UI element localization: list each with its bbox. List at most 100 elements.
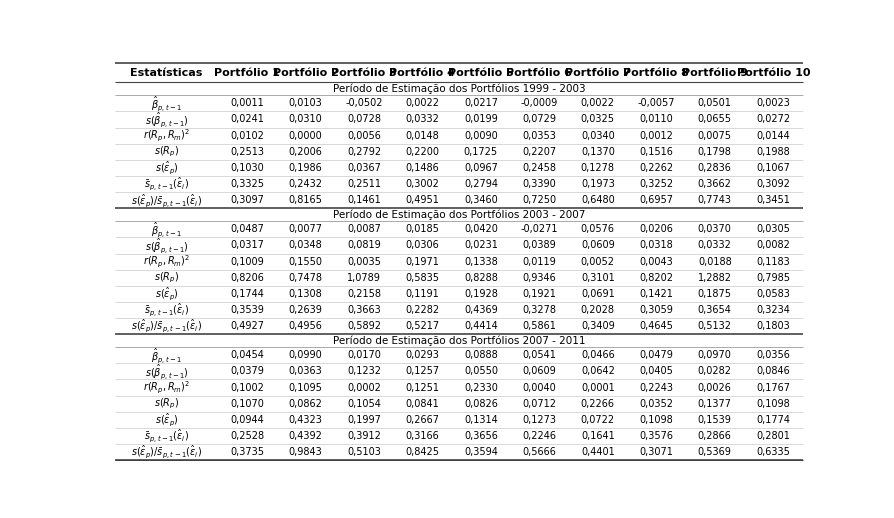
Text: 0,0466: 0,0466 bbox=[581, 350, 615, 360]
Text: 0,2243: 0,2243 bbox=[639, 383, 673, 393]
Text: 0,3092: 0,3092 bbox=[756, 179, 790, 189]
Text: 0,0340: 0,0340 bbox=[581, 131, 615, 140]
Text: 0,2866: 0,2866 bbox=[698, 431, 732, 441]
Text: 0,1774: 0,1774 bbox=[756, 415, 790, 425]
Text: Portfólio 4: Portfólio 4 bbox=[390, 68, 455, 78]
Text: 0,6957: 0,6957 bbox=[639, 195, 673, 205]
Text: $\hat{\beta}_{p,t-1}$: $\hat{\beta}_{p,t-1}$ bbox=[151, 94, 181, 112]
Text: 0,1997: 0,1997 bbox=[347, 415, 381, 425]
Text: 0,1338: 0,1338 bbox=[464, 256, 498, 267]
Text: 0,0056: 0,0056 bbox=[347, 131, 381, 140]
Text: 0,0110: 0,0110 bbox=[639, 114, 673, 124]
Text: 0,0841: 0,0841 bbox=[406, 399, 439, 409]
Text: 0,0282: 0,0282 bbox=[698, 366, 732, 377]
Text: Portfólio 6: Portfólio 6 bbox=[506, 68, 572, 78]
Text: 0,4956: 0,4956 bbox=[289, 321, 323, 331]
Text: $s(\hat{\beta}_{p,t-1})$: $s(\hat{\beta}_{p,t-1})$ bbox=[145, 236, 189, 255]
Text: 0,0389: 0,0389 bbox=[522, 240, 556, 250]
Text: 0,2262: 0,2262 bbox=[639, 163, 673, 173]
Text: Período de Estimação dos Portfólios 2003 - 2007: Período de Estimação dos Portfólios 2003… bbox=[333, 209, 585, 220]
Text: $s(\hat{\beta}_{p,t-1})$: $s(\hat{\beta}_{p,t-1})$ bbox=[145, 110, 189, 129]
Text: Portfólio 5: Portfólio 5 bbox=[448, 68, 514, 78]
Text: Portfólio 2: Portfólio 2 bbox=[273, 68, 339, 78]
Text: 0,4323: 0,4323 bbox=[289, 415, 323, 425]
Text: 0,1486: 0,1486 bbox=[406, 163, 439, 173]
Text: $s(R_p)$: $s(R_p)$ bbox=[154, 145, 179, 159]
Text: 0,2006: 0,2006 bbox=[289, 147, 323, 157]
Text: 0,1098: 0,1098 bbox=[639, 415, 673, 425]
Text: 0,2282: 0,2282 bbox=[405, 305, 440, 315]
Text: Portfólio 1: Portfólio 1 bbox=[214, 68, 280, 78]
Text: $s(\hat{\varepsilon}_p)/\bar{s}_{p,t-1}(\hat{\varepsilon}_i)$: $s(\hat{\varepsilon}_p)/\bar{s}_{p,t-1}(… bbox=[131, 192, 202, 209]
Text: 0,0148: 0,0148 bbox=[406, 131, 439, 140]
Text: 0,3097: 0,3097 bbox=[230, 195, 264, 205]
Text: 0,1973: 0,1973 bbox=[581, 179, 615, 189]
Text: 0,0862: 0,0862 bbox=[289, 399, 323, 409]
Text: 0,1461: 0,1461 bbox=[347, 195, 381, 205]
Text: 0,2028: 0,2028 bbox=[581, 305, 615, 315]
Text: 0,0077: 0,0077 bbox=[289, 224, 323, 234]
Text: 0,5892: 0,5892 bbox=[347, 321, 381, 331]
Text: Portfólio 10: Portfólio 10 bbox=[737, 68, 810, 78]
Text: 0,0967: 0,0967 bbox=[464, 163, 498, 173]
Text: 0,1191: 0,1191 bbox=[406, 289, 439, 299]
Text: 0,3735: 0,3735 bbox=[230, 447, 264, 457]
Text: 0,3912: 0,3912 bbox=[347, 431, 381, 441]
Text: 0,0356: 0,0356 bbox=[756, 350, 790, 360]
Text: $s(\hat{\varepsilon}_p)$: $s(\hat{\varepsilon}_p)$ bbox=[155, 285, 179, 302]
Text: 0,0609: 0,0609 bbox=[522, 366, 556, 377]
Text: 0,0729: 0,0729 bbox=[522, 114, 556, 124]
Text: 0,3654: 0,3654 bbox=[698, 305, 732, 315]
Text: 0,1875: 0,1875 bbox=[698, 289, 732, 299]
Text: 0,0012: 0,0012 bbox=[639, 131, 673, 140]
Text: 0,0231: 0,0231 bbox=[464, 240, 498, 250]
Text: -0,0502: -0,0502 bbox=[345, 98, 383, 108]
Text: 0,0001: 0,0001 bbox=[581, 383, 615, 393]
Text: 0,0103: 0,0103 bbox=[289, 98, 323, 108]
Text: 0,5217: 0,5217 bbox=[405, 321, 440, 331]
Text: 0,0576: 0,0576 bbox=[581, 224, 615, 234]
Text: 0,1803: 0,1803 bbox=[756, 321, 790, 331]
Text: 0,0011: 0,0011 bbox=[230, 98, 264, 108]
Text: 0,1095: 0,1095 bbox=[289, 383, 323, 393]
Text: 0,0420: 0,0420 bbox=[464, 224, 498, 234]
Text: 0,0075: 0,0075 bbox=[698, 131, 732, 140]
Text: 0,3662: 0,3662 bbox=[698, 179, 732, 189]
Text: 0,0819: 0,0819 bbox=[347, 240, 381, 250]
Text: 0,0332: 0,0332 bbox=[698, 240, 732, 250]
Text: 0,4951: 0,4951 bbox=[406, 195, 439, 205]
Text: 0,4645: 0,4645 bbox=[639, 321, 673, 331]
Text: 0,5132: 0,5132 bbox=[698, 321, 732, 331]
Text: 0,1377: 0,1377 bbox=[698, 399, 732, 409]
Text: 0,1798: 0,1798 bbox=[698, 147, 732, 157]
Text: 0,0325: 0,0325 bbox=[581, 114, 615, 124]
Text: 0,0144: 0,0144 bbox=[756, 131, 790, 140]
Text: 0,9843: 0,9843 bbox=[289, 447, 323, 457]
Text: -0,0271: -0,0271 bbox=[520, 224, 558, 234]
Text: 0,0379: 0,0379 bbox=[230, 366, 264, 377]
Text: 0,9346: 0,9346 bbox=[522, 273, 556, 283]
Text: 0,0826: 0,0826 bbox=[464, 399, 498, 409]
Text: 0,5835: 0,5835 bbox=[405, 273, 440, 283]
Text: 0,1054: 0,1054 bbox=[347, 399, 381, 409]
Text: 0,0217: 0,0217 bbox=[464, 98, 498, 108]
Text: 0,0090: 0,0090 bbox=[464, 131, 498, 140]
Text: 0,1257: 0,1257 bbox=[405, 366, 440, 377]
Text: 0,0501: 0,0501 bbox=[698, 98, 732, 108]
Text: 0,0691: 0,0691 bbox=[581, 289, 615, 299]
Text: $s(R_p)$: $s(R_p)$ bbox=[154, 270, 179, 285]
Text: 0,4392: 0,4392 bbox=[289, 431, 323, 441]
Text: 0,3539: 0,3539 bbox=[230, 305, 264, 315]
Text: 0,4369: 0,4369 bbox=[464, 305, 498, 315]
Text: 0,1986: 0,1986 bbox=[289, 163, 323, 173]
Text: 0,1550: 0,1550 bbox=[289, 256, 323, 267]
Text: 0,4401: 0,4401 bbox=[581, 447, 615, 457]
Text: 0,1232: 0,1232 bbox=[347, 366, 381, 377]
Text: 0,3451: 0,3451 bbox=[756, 195, 790, 205]
Text: 0,6335: 0,6335 bbox=[756, 447, 790, 457]
Text: 0,4414: 0,4414 bbox=[464, 321, 498, 331]
Text: 0,0043: 0,0043 bbox=[639, 256, 673, 267]
Text: 0,3576: 0,3576 bbox=[639, 431, 673, 441]
Text: 0,0487: 0,0487 bbox=[230, 224, 264, 234]
Text: 0,1278: 0,1278 bbox=[581, 163, 615, 173]
